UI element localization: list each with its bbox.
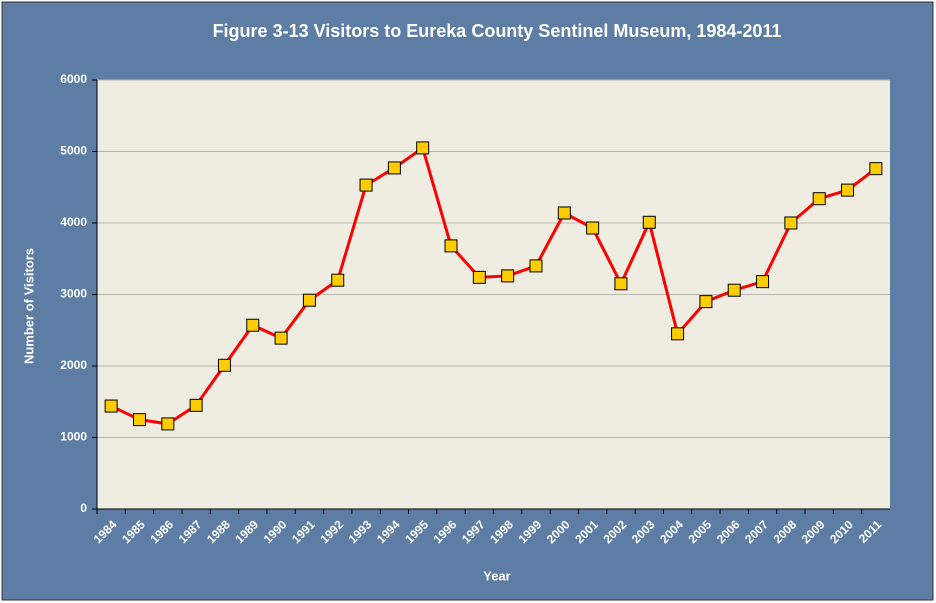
marker [104, 399, 118, 413]
marker [359, 178, 373, 192]
marker [132, 413, 146, 427]
marker [784, 216, 798, 230]
marker [302, 293, 316, 307]
marker [557, 206, 571, 220]
y-tick-label: 0 [80, 501, 87, 515]
marker [416, 141, 430, 155]
marker [274, 331, 288, 345]
y-tick-label: 4000 [60, 215, 87, 229]
y-tick-label: 1000 [60, 430, 87, 444]
marker [869, 162, 883, 176]
marker [699, 295, 713, 309]
y-tick-label: 6000 [60, 72, 87, 86]
marker [387, 161, 401, 175]
marker [727, 283, 741, 297]
y-axis-title: Number of Visitors [21, 248, 36, 364]
marker [812, 192, 826, 206]
chart-title: Figure 3-13 Visitors to Eureka County Se… [213, 21, 782, 41]
y-tick-label: 3000 [60, 287, 87, 301]
marker [529, 259, 543, 273]
marker [331, 273, 345, 287]
marker [246, 318, 260, 332]
marker [586, 221, 600, 235]
marker [501, 269, 515, 283]
marker [217, 358, 231, 372]
marker [841, 183, 855, 197]
x-axis-title: Year [483, 568, 510, 583]
marker [189, 398, 203, 412]
y-tick-label: 2000 [60, 358, 87, 372]
marker [161, 417, 175, 431]
marker [444, 239, 458, 253]
line-series [110, 145, 877, 426]
marker [756, 275, 770, 289]
marker [671, 327, 685, 341]
marker [472, 270, 486, 284]
marker [642, 215, 656, 229]
marker [614, 277, 628, 291]
y-tick-label: 5000 [60, 144, 87, 158]
